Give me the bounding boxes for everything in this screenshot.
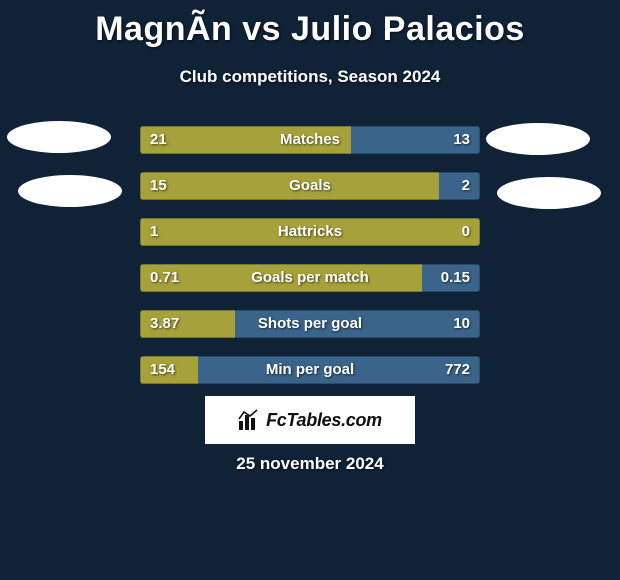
date-label: 25 november 2024 xyxy=(0,454,620,474)
watermark-bars-icon xyxy=(238,409,260,431)
avatar-left-1 xyxy=(18,175,122,207)
stat-label: Goals per match xyxy=(140,264,480,292)
stat-label: Min per goal xyxy=(140,356,480,384)
stat-label: Goals xyxy=(140,172,480,200)
stat-row-shots-per-goal: 3.8710Shots per goal xyxy=(140,310,480,338)
comparison-rows: 2113Matches 152Goals 10Hattricks 0.710.15Go… xyxy=(140,126,480,402)
watermark-badge: FcTables.com xyxy=(205,396,415,444)
stat-row-min-per-goal: 154772Min per goal xyxy=(140,356,480,384)
page-title: MagnÃ­n vs Julio Palacios xyxy=(0,0,620,49)
stat-label: Shots per goal xyxy=(140,310,480,338)
stat-row-hattricks: 10Hattricks xyxy=(140,218,480,246)
avatar-right-0 xyxy=(486,123,590,155)
stat-row-goals-per-match: 0.710.15Goals per match xyxy=(140,264,480,292)
avatar-left-0 xyxy=(7,121,111,153)
stat-label: Matches xyxy=(140,126,480,154)
stat-row-matches: 2113Matches xyxy=(140,126,480,154)
watermark-text: FcTables.com xyxy=(266,410,382,431)
stat-row-goals: 152Goals xyxy=(140,172,480,200)
avatar-right-1 xyxy=(497,177,601,209)
subtitle: Club competitions, Season 2024 xyxy=(0,67,620,87)
stat-label: Hattricks xyxy=(140,218,480,246)
